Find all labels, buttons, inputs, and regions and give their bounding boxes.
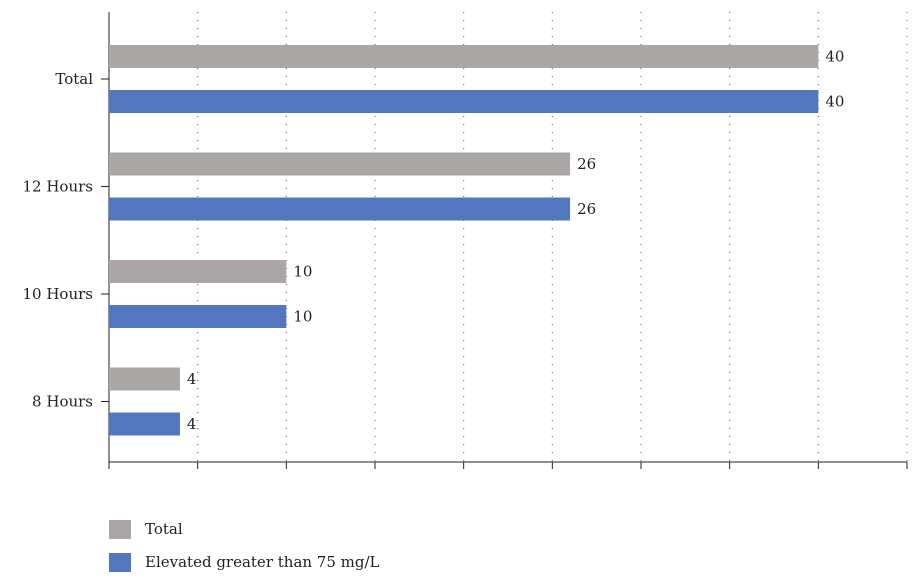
- data-label-s0-1: 26: [577, 155, 596, 173]
- data-label-s0-2: 10: [293, 263, 312, 281]
- bar-s0-0: [109, 45, 819, 68]
- y-tick-label-2: 10 Hours: [23, 285, 94, 303]
- y-tick-label-3: 8 Hours: [32, 393, 93, 411]
- data-label-s0-0: 40: [825, 48, 844, 66]
- legend-label-elevated: Elevated greater than 75 mg/L: [145, 553, 380, 571]
- bar-s0-2: [109, 260, 287, 283]
- grid-lines: [197, 12, 908, 462]
- bar-s1-0: [109, 90, 819, 113]
- y-tick-label-1: 12 Hours: [23, 178, 94, 196]
- data-labels: 40 26 10 4 40 26 10 4: [187, 48, 844, 434]
- y-tick-label-0: Total: [55, 70, 93, 88]
- data-label-s1-3: 4: [187, 415, 197, 433]
- legend-item-total: Total: [109, 518, 380, 540]
- data-label-s1-1: 26: [577, 200, 596, 218]
- data-label-s1-2: 10: [293, 308, 312, 326]
- bars: [109, 45, 819, 436]
- bar-s0-3: [109, 367, 180, 391]
- legend-label-total: Total: [145, 520, 183, 538]
- bar-s1-3: [109, 412, 180, 436]
- legend-item-elevated: Elevated greater than 75 mg/L: [109, 551, 380, 573]
- legend-swatch-elevated: [109, 552, 131, 572]
- legend: Total Elevated greater than 75 mg/L: [109, 518, 380, 584]
- legend-swatch-total: [109, 519, 131, 539]
- bar-s1-1: [109, 197, 571, 221]
- bar-s1-2: [109, 305, 287, 328]
- data-label-s1-0: 40: [825, 93, 844, 111]
- data-label-s0-3: 4: [187, 370, 197, 388]
- bar-s0-1: [109, 152, 571, 176]
